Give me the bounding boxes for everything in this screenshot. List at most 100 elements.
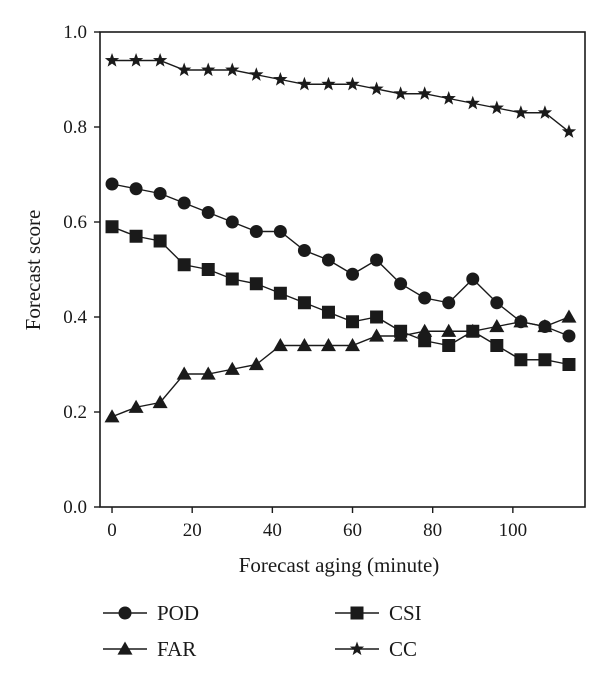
y-tick-label: 0.8: [63, 117, 87, 138]
y-tick-label: 0.6: [63, 212, 87, 233]
far-point: [128, 399, 144, 413]
cc-point: [393, 86, 408, 100]
csi-point: [273, 286, 287, 300]
csi-point: [346, 315, 360, 329]
legend-marker-pod: [118, 606, 132, 620]
csi-point: [201, 263, 215, 276]
cc-point: [249, 67, 264, 81]
csi-point: [514, 353, 528, 367]
cc-point: [489, 100, 504, 115]
cc-point: [441, 91, 456, 105]
y-tick-label: 0.4: [63, 307, 87, 328]
pod-point: [177, 196, 191, 210]
far-point: [152, 395, 168, 409]
far-point: [489, 319, 505, 333]
far-point: [393, 328, 409, 342]
plot-area: [99, 31, 586, 508]
pod-point: [129, 182, 143, 196]
pod-point: [105, 177, 119, 191]
csi-point: [370, 310, 384, 324]
legend-label-far: FAR: [157, 637, 196, 661]
far-point: [345, 338, 361, 352]
far-point: [513, 314, 529, 328]
legend: POD CSI FAR CC: [103, 601, 422, 661]
x-tick-label: 60: [343, 520, 362, 541]
csi-point: [249, 277, 263, 291]
cc-point: [321, 76, 336, 91]
series-csi: [105, 220, 576, 371]
csi-point: [153, 234, 167, 248]
far-point: [200, 366, 216, 380]
far-point: [104, 409, 120, 423]
pod-point: [273, 225, 287, 238]
far-point: [465, 323, 481, 337]
x-tick-label: 20: [183, 520, 202, 541]
csi-point: [105, 220, 119, 234]
plot-frame: [99, 31, 586, 508]
pod-point: [466, 272, 480, 286]
legend-item-csi: CSI: [335, 601, 422, 625]
pod-point: [442, 296, 456, 310]
csi-point: [418, 334, 432, 348]
pod-point: [394, 277, 408, 291]
pod-point: [562, 329, 576, 343]
x-axis-title: Forecast aging (minute): [239, 553, 440, 577]
far-point: [248, 357, 264, 371]
legend-item-pod: POD: [103, 601, 199, 625]
csi-point: [490, 339, 504, 352]
series-lines: [104, 53, 577, 423]
pod-point: [153, 187, 167, 200]
cc-point: [561, 124, 577, 138]
cc-point: [417, 86, 432, 100]
csi-point: [129, 229, 143, 243]
cc-line: [112, 59, 570, 133]
x-tick-label: 80: [423, 520, 442, 541]
pod-point: [370, 253, 384, 267]
x-tick-label: 100: [499, 520, 528, 541]
pod-point: [346, 267, 360, 281]
legend-item-far: FAR: [103, 637, 196, 661]
far-point: [537, 319, 553, 333]
far-point: [296, 338, 312, 352]
far-point: [272, 338, 288, 352]
legend-label-csi: CSI: [389, 601, 422, 625]
pod-point: [490, 296, 504, 310]
far-point: [224, 361, 240, 375]
far-point: [441, 323, 457, 337]
cc-point: [513, 105, 528, 119]
cc-point: [345, 76, 360, 91]
y-tick-label: 0.2: [63, 402, 87, 423]
pod-point: [418, 291, 432, 305]
csi-point: [538, 353, 552, 367]
pod-point: [249, 225, 263, 238]
legend-label-cc: CC: [389, 637, 417, 661]
pod-point: [201, 206, 215, 219]
csi-point: [297, 296, 311, 310]
x-tick-label: 0: [107, 520, 117, 541]
far-point: [561, 309, 577, 323]
far-point: [417, 323, 433, 337]
csi-point: [225, 272, 239, 286]
y-tick-label: 0.0: [63, 497, 87, 518]
legend-label-pod: POD: [157, 601, 199, 625]
cc-point: [465, 95, 480, 110]
y-axis-title: Forecast score: [21, 210, 45, 331]
far-point: [176, 366, 192, 380]
y-tick-label: 1.0: [63, 22, 87, 43]
legend-marker-far: [117, 641, 133, 655]
cc-point: [273, 72, 288, 86]
cc-point: [225, 62, 240, 77]
legend-item-cc: CC: [335, 637, 417, 661]
cc-point: [297, 76, 312, 91]
pod-point: [297, 244, 311, 257]
far-point: [320, 338, 336, 352]
pod-point: [321, 253, 335, 267]
cc-point: [152, 53, 168, 67]
series-cc: [104, 53, 577, 138]
pod-point: [225, 215, 239, 229]
axis-ticks: 0.0 0.2 0.4 0.6 0.8 1.0 0 20 40 60 80 100: [63, 22, 527, 541]
cc-point: [177, 62, 192, 77]
legend-marker-csi: [350, 606, 364, 620]
csi-point: [562, 358, 576, 371]
